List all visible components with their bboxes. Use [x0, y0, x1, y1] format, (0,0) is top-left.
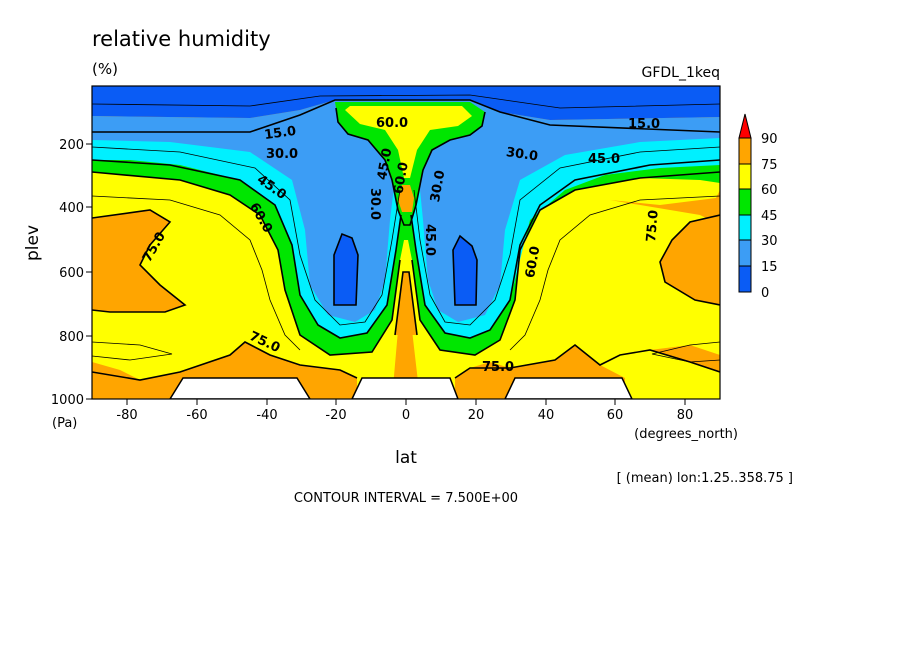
contour-label: 45.0 [588, 152, 620, 167]
x-tick-label: -20 [325, 408, 346, 423]
model-label: GFDL_1keq [642, 65, 721, 81]
contour-label: 15.0 [628, 117, 660, 132]
y-tick-label: 600 [59, 266, 84, 281]
x-tick-label: 0 [402, 408, 410, 423]
colorbar-swatch-60 [738, 163, 752, 190]
chart-title: relative humidity [92, 27, 271, 51]
contour-labels: 15.0 15.0 30.0 30.0 45.0 45.0 60.0 60.0 … [140, 116, 662, 375]
thin-contours [92, 94, 720, 363]
y-tick-label: 200 [59, 138, 84, 153]
band-0-15-south-core [334, 234, 358, 305]
y-units-label: (Pa) [52, 416, 77, 431]
x-tick-label: -60 [186, 408, 207, 423]
colorbar-swatch-45 [738, 188, 752, 216]
y-ticks [86, 143, 92, 400]
contour-label: 45.0 [375, 147, 395, 181]
topography-mask-1 [169, 377, 311, 399]
x-axis-label: lat [395, 448, 417, 468]
units-label: (%) [92, 60, 118, 78]
colorbar-label: 75 [761, 158, 778, 173]
cap-orange [398, 185, 414, 212]
x-tick-label: 40 [538, 408, 555, 423]
colorbar-swatch-75 [738, 137, 752, 165]
x-tick-label: 60 [607, 408, 624, 423]
y-tick-label: 400 [59, 201, 84, 216]
colorbar-label: 45 [761, 209, 778, 224]
plot-area [92, 86, 720, 399]
contour-label: 30.0 [266, 147, 298, 162]
contour-label: 75.0 [482, 360, 514, 375]
colorbar-swatch-30 [738, 214, 752, 241]
x-tick-label: 80 [677, 408, 694, 423]
colorbar-arrow-90 [738, 113, 752, 139]
colorbar-label: 60 [761, 183, 778, 198]
x-tick-label: -80 [116, 408, 137, 423]
y-axis-label: plev [23, 225, 43, 261]
contour-label: 60.0 [523, 245, 543, 279]
mean-note: [ (mean) lon:1.25..358.75 ] [617, 471, 793, 486]
colorbar-label: 15 [761, 260, 778, 275]
x-units-label: (degrees_north) [634, 427, 738, 442]
colorbar-swatch-0 [738, 265, 752, 293]
contour-label: 30.0 [505, 145, 539, 164]
cap-yellow [345, 106, 472, 178]
colorbar-label: 90 [761, 132, 778, 147]
contour-label: 60.0 [376, 116, 408, 131]
band-0-15-north-core [453, 236, 477, 305]
contour-label: 75.0 [644, 209, 662, 242]
colorbar-label: 0 [761, 286, 769, 301]
colorbar-label: 30 [761, 234, 778, 249]
contour-label: 60.0 [391, 161, 411, 195]
orange-tongue [395, 272, 417, 335]
contour-label: 45.0 [422, 224, 437, 256]
y-tick-label: 800 [59, 330, 84, 345]
colorbar-swatch-15 [738, 239, 752, 267]
band-30-45 [92, 132, 720, 338]
band-45-60 [92, 152, 720, 355]
band-0-15-top [92, 86, 720, 120]
contour-label: 30.0 [367, 188, 382, 220]
colorbar: 90 75 60 45 30 15 0 [738, 113, 778, 301]
y-axis: 200 400 600 800 1000 (Pa) plev [23, 138, 92, 431]
contour-label: 15.0 [263, 124, 297, 143]
contour-interval: CONTOUR INTERVAL = 7.500E+00 [294, 491, 518, 506]
x-axis: -80 -60 -40 -20 0 20 40 60 80 (degrees_n… [116, 399, 738, 468]
contour-label: 30.0 [428, 169, 448, 203]
thick-contours [92, 99, 720, 381]
topography-mask-2 [351, 377, 459, 399]
x-tick-label: 20 [468, 408, 485, 423]
x-tick-label: -40 [256, 408, 277, 423]
x-ticks [126, 399, 686, 405]
topography-mask-3 [504, 377, 633, 399]
y-tick-label: 1000 [51, 393, 84, 408]
band-15-30 [92, 100, 720, 322]
